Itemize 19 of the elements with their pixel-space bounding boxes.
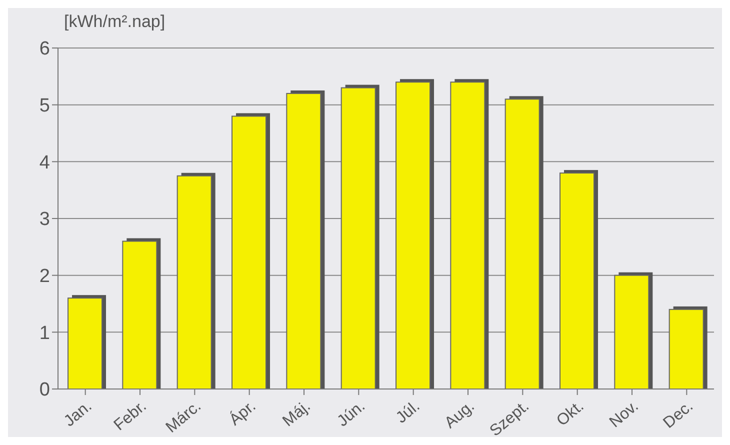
x-tick-label: Dec. xyxy=(660,398,697,432)
x-tick-label: Nov. xyxy=(606,398,642,432)
y-tick-label: 2 xyxy=(39,266,50,288)
y-tick-label: 5 xyxy=(39,96,50,117)
x-tick-label: Febr. xyxy=(111,398,150,434)
y-tick-label: 0 xyxy=(39,380,50,401)
x-tick-label: Márc. xyxy=(162,398,205,436)
y-tick-label: 4 xyxy=(39,152,50,174)
x-tick-label: Jan. xyxy=(61,398,96,430)
x-tick-label: Okt. xyxy=(554,398,588,430)
y-tick-label: 3 xyxy=(39,209,50,230)
y-axis-title: [kWh/m².nap] xyxy=(64,12,166,32)
y-tick-label: 1 xyxy=(39,322,50,344)
x-tick-label: Jún. xyxy=(334,398,369,430)
x-tick-label: Júl. xyxy=(393,398,424,427)
x-tick-label: Ápr. xyxy=(226,396,260,430)
y-tick-label: 6 xyxy=(39,38,50,60)
x-tick-label: Máj. xyxy=(280,398,314,430)
x-tick-label: Aug. xyxy=(442,398,478,432)
